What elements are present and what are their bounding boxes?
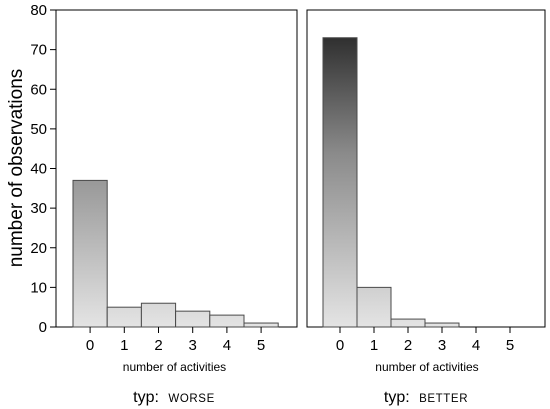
bar-3	[424, 322, 460, 328]
bar-1	[106, 306, 142, 328]
bar-2	[140, 302, 177, 328]
x-ticks-worse: 0 1 2 3 4 5	[86, 327, 265, 354]
bar-3	[175, 310, 211, 328]
bar-1	[356, 286, 392, 328]
x-tick-label: 5	[506, 337, 514, 354]
y-axis: 0 10 20 30 40 50 60 70 80	[30, 2, 56, 336]
y-tick-label: 80	[30, 2, 47, 19]
panel-worse: 0 1 2 3 4 5 number of activities typ: WORSE	[55, 9, 298, 406]
y-tick-label: 20	[30, 240, 47, 257]
x-tick-label: 2	[154, 337, 162, 354]
panel-title-prefix-worse: typ:	[133, 389, 159, 406]
y-axis-title: number of observations	[6, 69, 27, 268]
x-tick-label: 4	[223, 337, 231, 354]
panel-title-better: typ: BETTER	[384, 389, 468, 406]
x-tick-label: 4	[472, 337, 480, 354]
x-axis-title-worse: number of activities	[123, 360, 226, 374]
bar-5	[243, 322, 279, 328]
bars-better	[322, 37, 460, 328]
panel-title-worse: typ: WORSE	[133, 389, 215, 406]
y-tick-label: 50	[30, 121, 47, 138]
x-ticks-better: 0 1 2 3 4 5	[336, 327, 514, 354]
x-tick-label: 5	[257, 337, 265, 354]
panel-better: 0 1 2 3 4 5 number of activities typ: BETTER	[306, 9, 546, 406]
x-tick-label: 2	[404, 337, 412, 354]
bar-0	[322, 37, 358, 328]
x-axis-title-better: number of activities	[375, 360, 478, 374]
x-tick-label: 0	[86, 337, 94, 354]
x-tick-label: 1	[370, 337, 378, 354]
bar-4	[209, 314, 245, 328]
panel-title-prefix-better: typ:	[384, 389, 410, 406]
y-tick-label: 70	[30, 42, 47, 59]
y-tick-label: 30	[30, 200, 47, 217]
y-tick-label: 10	[30, 279, 47, 296]
x-tick-label: 3	[189, 337, 197, 354]
y-tick-label: 0	[39, 319, 47, 336]
x-tick-label: 3	[438, 337, 446, 354]
panel-title-group-worse: WORSE	[168, 393, 214, 405]
x-tick-label: 1	[120, 337, 128, 354]
bar-0	[72, 179, 108, 328]
y-tick-label: 40	[30, 161, 47, 178]
y-tick-label: 60	[30, 81, 47, 98]
bars-worse	[72, 179, 279, 328]
panel-title-group-better: BETTER	[419, 393, 468, 405]
x-tick-label: 0	[336, 337, 344, 354]
bar-2	[390, 318, 426, 328]
